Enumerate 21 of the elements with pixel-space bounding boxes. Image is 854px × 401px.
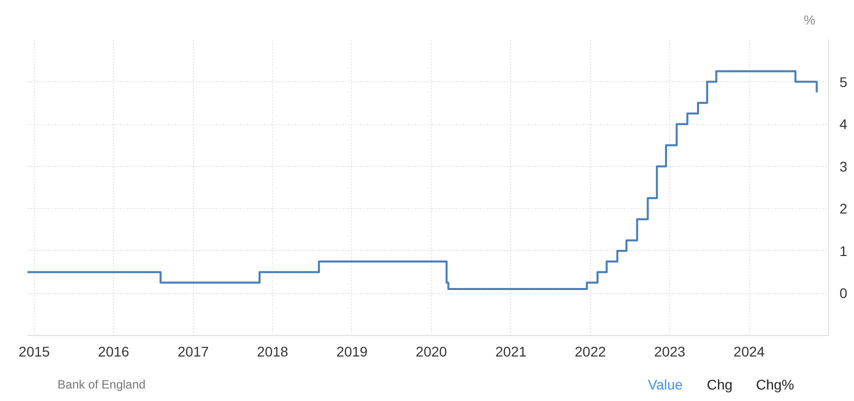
y-tick-label: 0 [840,285,848,302]
text: Chg% [756,376,794,392]
x-tick-label: 2015 [18,344,50,360]
y-axis-title: % [804,12,816,28]
x-tick-label: 2021 [495,344,527,360]
x-tick-label: 2022 [574,344,606,360]
x-tick-label: 2019 [336,344,368,360]
x-tick-label: 2023 [654,344,686,360]
text: Value [648,376,683,392]
text: Bank of England [58,378,146,392]
x-tick-label: 2024 [734,344,765,360]
y-tick-label: 5 [840,74,848,90]
y-tick-label: 4 [840,116,848,132]
x-tick-label: 2018 [257,344,288,360]
y-tick-label: 3 [840,158,848,174]
text: Chg [706,376,733,392]
y-tick-label: 2 [840,200,848,217]
x-tick-label: 2016 [98,344,130,360]
x-tick-label: 2020 [416,344,448,360]
y-tick-label: 1 [840,242,848,259]
x-tick-label: 2017 [178,344,210,360]
